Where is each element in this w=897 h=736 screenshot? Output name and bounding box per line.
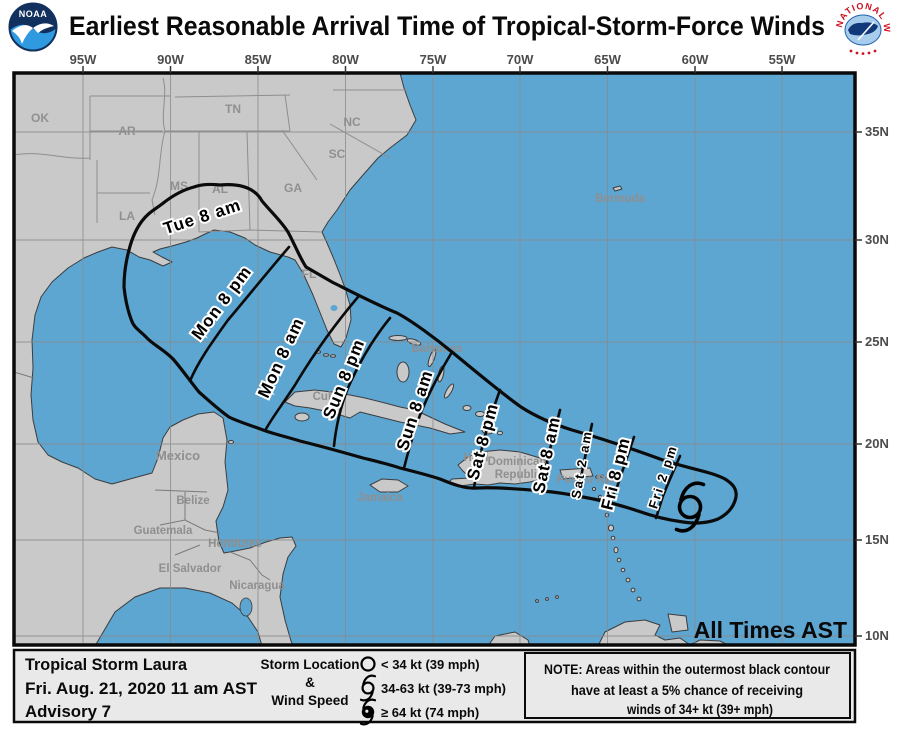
all-times-label: All Times AST <box>694 617 847 643</box>
arc-sun-8am <box>402 350 454 470</box>
pacific-ocean <box>95 587 263 645</box>
label-nicaragua: Nicaragua <box>229 580 285 592</box>
header: NOAA Earliest Reasonable Arrival Time of… <box>0 0 891 57</box>
lon-75w: 75W <box>420 52 447 67</box>
hispaniola-island <box>447 449 551 487</box>
noaa-bird-icon <box>12 25 33 44</box>
label-cuba: Cuba <box>313 391 342 403</box>
advisory-datetime: Fri. Aug. 21, 2020 11 am AST <box>25 679 258 698</box>
label-honduras: Honduras <box>208 538 262 550</box>
lon-65w: 65W <box>594 52 621 67</box>
trinidad-island <box>667 613 689 633</box>
isle-of-youth <box>294 412 310 422</box>
noaa-bird-wing-icon <box>33 23 54 33</box>
label-jamaica: Jamaica <box>357 492 403 504</box>
page-title: Earliest Reasonable Arrival Time of Trop… <box>69 11 825 41</box>
arc-sat-8pm <box>472 388 502 490</box>
lat-20n: 20N <box>865 436 889 451</box>
lon-70w: 70W <box>507 52 534 67</box>
legend-heading-2: & <box>305 675 315 690</box>
arc-mon-8pm <box>188 245 291 383</box>
axis-ticks <box>82 66 862 637</box>
lon-90w: 90W <box>157 52 184 67</box>
legend-heading-3: Wind Speed <box>271 693 348 708</box>
lon-85w: 85W <box>245 52 272 67</box>
hurricane-icon <box>359 698 377 726</box>
lon-80w: 80W <box>332 52 359 67</box>
lon-60w: 60W <box>682 52 709 67</box>
note-line-2: have at least a 5% chance of receiving <box>571 683 803 698</box>
lat-35n: 35N <box>865 124 889 139</box>
noaa-logo: NOAA <box>8 2 58 52</box>
bermuda-island <box>612 185 623 192</box>
longitude-labels: 95W 90W 85W 80W 75W 70W 65W 60W 55W <box>70 52 796 67</box>
lon-55w: 55W <box>769 52 796 67</box>
map-labels: OK AR TN NC SC MS AL GA LA FL Mexico Bel… <box>31 102 646 592</box>
label-dominican: Dominican <box>488 456 547 468</box>
lon-95w: 95W <box>70 52 97 67</box>
label-sc: SC <box>329 147 346 161</box>
legend-label-ge64: ≥ 64 kt (74 mph) <box>381 705 479 720</box>
arc-fri-2pm <box>654 454 682 520</box>
islands <box>228 185 730 645</box>
arc-sat-2am <box>576 422 594 501</box>
label-el-salvador: El Salvador <box>159 563 222 575</box>
label-ga: GA <box>284 181 302 195</box>
jamaica-island <box>369 478 409 493</box>
latitude-labels: 35N 30N 25N 20N 15N 10N <box>865 124 889 643</box>
tropical-storm-icon <box>359 674 377 702</box>
label-ar: AR <box>118 124 136 138</box>
note-line-1: NOTE: Areas within the outermost black c… <box>544 662 831 677</box>
open-circle-icon <box>360 656 376 672</box>
legend-label-34-63: 34-63 kt (39-73 mph) <box>381 681 506 696</box>
lat-10n: 10N <box>865 628 889 643</box>
map-frame <box>12 71 857 647</box>
label-la: LA <box>119 209 135 223</box>
legend-heading-1: Storm Location <box>260 657 359 672</box>
nws-lightning-icon <box>857 21 875 41</box>
label-bermuda: Bermuda <box>595 193 645 205</box>
puerto-rico-island <box>559 467 594 480</box>
label-haiti: Haiti <box>464 452 489 464</box>
lat-25n: 25N <box>865 334 889 349</box>
nws-ring-dots <box>849 49 877 55</box>
map-area: OK AR TN NC SC MS AL GA LA FL Mexico Bel… <box>14 73 855 645</box>
graticule <box>14 73 855 645</box>
south-america-coast <box>597 619 730 645</box>
note-box <box>524 652 851 719</box>
arc-sun-8pm <box>332 316 392 448</box>
label-mexico: Mexico <box>156 448 200 463</box>
legend-label-lt34: < 34 kt (39 mph) <box>381 657 480 672</box>
lat-30n: 30N <box>865 232 889 247</box>
storm-name: Tropical Storm Laura <box>25 655 188 674</box>
state-borders <box>14 77 408 233</box>
isochrone-arcs <box>188 245 682 520</box>
label-nc: NC <box>343 115 361 129</box>
legend-bar: Tropical Storm Laura Fri. Aug. 21, 2020 … <box>12 648 857 726</box>
storm-location-icon <box>674 481 706 533</box>
lake-okeechobee <box>330 305 338 311</box>
arc-mon-8am <box>264 295 360 431</box>
note-line-3: winds of 34+ kt (39+ mph) <box>626 702 773 717</box>
advisory-number: Advisory 7 <box>25 702 111 721</box>
label-republic: Republic <box>495 469 544 481</box>
label-puerto-rico: Puerto Rico <box>557 474 622 486</box>
label-tn: TN <box>225 102 241 116</box>
label-ok: OK <box>31 111 49 125</box>
label-belize: Belize <box>176 495 209 507</box>
country-borders <box>14 371 271 581</box>
outer-contour <box>122 182 738 525</box>
lake-nicaragua <box>239 597 253 617</box>
arc-fri-8pm <box>604 435 636 507</box>
arc-sat-8am <box>540 408 562 493</box>
label-guatemala: Guatemala <box>134 525 193 537</box>
lat-15n: 15N <box>865 532 889 547</box>
noaa-logo-text: NOAA <box>19 9 48 19</box>
